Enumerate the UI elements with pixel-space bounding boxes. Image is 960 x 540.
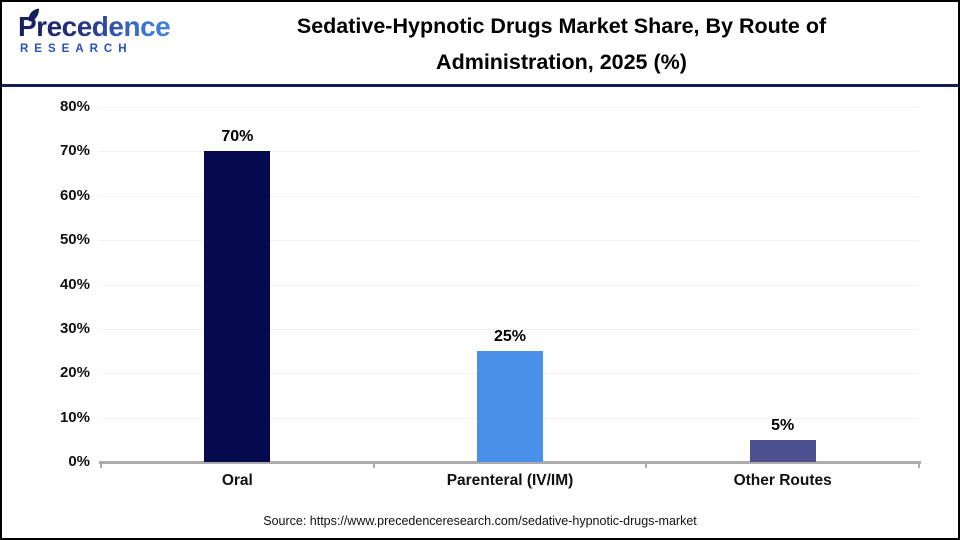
x-axis-tick [372,463,375,468]
bar-other-routes [749,439,816,462]
y-gridline [101,240,919,242]
bar-value-label: 5% [771,416,795,434]
bar-oral [204,151,271,462]
header-divider [2,84,958,87]
y-axis-tick-label: 40% [59,275,90,293]
bar-parenteral-iv-im- [477,351,543,462]
y-gridline [101,284,919,286]
y-axis-tick-label: 30% [59,319,90,337]
x-axis-tick [100,463,102,468]
y-axis-tick-label: 0% [68,453,90,470]
x-axis-tick [645,463,648,468]
y-axis-tick-label: 10% [59,408,90,426]
x-axis-category-label: Parenteral (IV/IM) [446,472,574,489]
y-axis-tick-label: 80% [59,98,90,115]
leaf-icon [27,8,40,27]
y-gridline [101,328,919,330]
y-gridline [101,195,919,197]
chart-title: Sedative-Hypnotic Drugs Market Share, By… [177,8,946,80]
y-axis-tick-label: 60% [59,186,90,204]
y-axis-tick-label: 70% [59,142,90,160]
x-axis-line [99,461,921,464]
x-axis-tick [918,463,920,468]
y-gridline [101,107,919,108]
source-text: Source: https://www.precedenceresearch.c… [263,514,697,528]
logo-subtitle-text: RESEARCH [20,43,133,55]
logo-brand-text: Precedence [18,12,188,42]
precedence-logo: Precedence RESEARCH [18,8,188,55]
chart-title-line2: Administration, 2025 (%) [436,50,687,74]
y-gridline [101,151,919,153]
bar-value-label: 70% [221,128,254,146]
y-axis-tick-label: 20% [59,364,90,382]
x-axis-category-label: Other Routes [733,472,832,489]
x-axis-category-label: Oral [221,472,253,489]
bar-value-label: 25% [493,328,527,346]
y-axis-tick-label: 50% [59,231,90,249]
chart-title-line1: Sedative-Hypnotic Drugs Market Share, By… [296,14,827,38]
header: Precedence RESEARCH Sedative-Hypnotic Dr… [2,2,958,84]
